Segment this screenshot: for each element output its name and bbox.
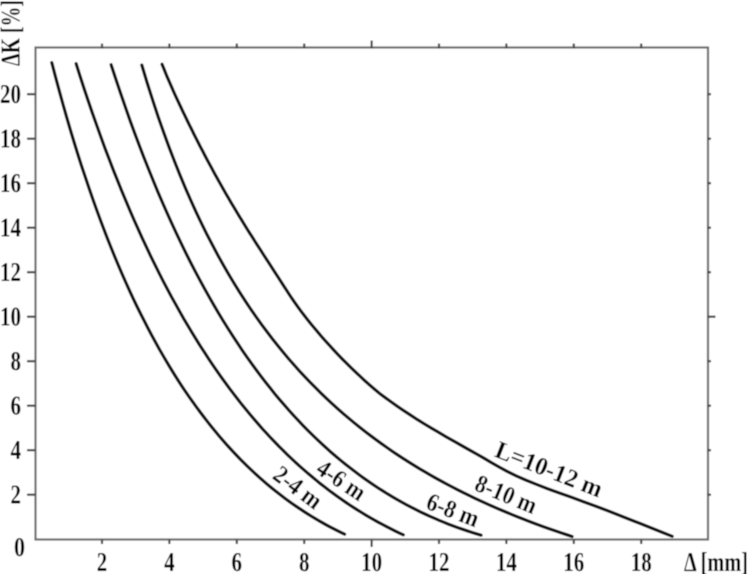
svg-text:2: 2 bbox=[97, 547, 108, 574]
svg-text:6: 6 bbox=[11, 391, 22, 421]
svg-text:4: 4 bbox=[11, 435, 22, 465]
svg-text:12: 12 bbox=[0, 257, 21, 287]
svg-text:0: 0 bbox=[14, 532, 25, 562]
svg-text:ΔK [%]: ΔK [%] bbox=[0, 0, 26, 66]
svg-text:16: 16 bbox=[0, 168, 21, 198]
svg-text:18: 18 bbox=[0, 124, 21, 154]
svg-text:16: 16 bbox=[563, 547, 584, 574]
svg-text:10: 10 bbox=[361, 547, 382, 574]
svg-text:14: 14 bbox=[496, 547, 517, 574]
svg-text:14: 14 bbox=[0, 213, 21, 243]
svg-text:6: 6 bbox=[232, 547, 243, 574]
svg-text:18: 18 bbox=[631, 547, 652, 574]
svg-text:Δ [mm]: Δ [mm] bbox=[684, 547, 748, 574]
svg-text:8: 8 bbox=[299, 547, 310, 574]
svg-text:10: 10 bbox=[0, 302, 21, 332]
svg-text:8: 8 bbox=[11, 346, 22, 376]
svg-text:4: 4 bbox=[164, 547, 175, 574]
svg-text:12: 12 bbox=[429, 547, 450, 574]
svg-text:20: 20 bbox=[0, 79, 21, 109]
svg-text:2: 2 bbox=[11, 480, 22, 510]
